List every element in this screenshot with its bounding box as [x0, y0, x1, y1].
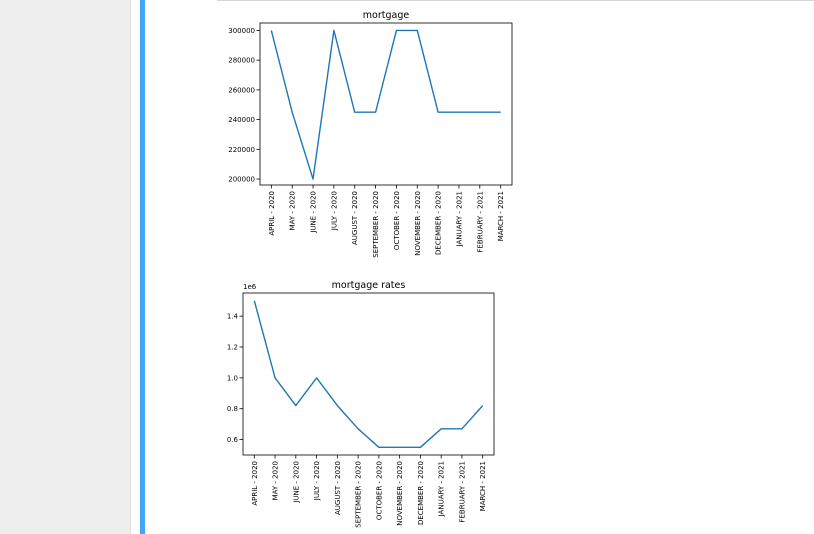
output-divider	[217, 0, 814, 1]
plot-frame	[242, 292, 495, 456]
x-tick-label: AUGUST - 2020	[334, 461, 342, 515]
selected-cell-indicator	[140, 0, 145, 534]
x-tick-label: FEBRUARY - 2021	[476, 191, 484, 253]
x-tick-label: SEPTEMBER - 2020	[372, 191, 380, 258]
x-tick-label: NOVEMBER - 2020	[414, 191, 422, 256]
x-tick-label: FEBRUARY - 2021	[458, 461, 466, 523]
y-tick-label: 240000	[228, 116, 255, 124]
y-offset-label: 1e6	[243, 283, 257, 291]
x-tick-label: JULY - 2020	[313, 461, 321, 501]
x-tick-label: DECEMBER - 2020	[435, 191, 443, 255]
chart-title: mortgage rates	[332, 280, 406, 291]
chart-title: mortgage	[363, 10, 410, 21]
x-tick-label: APRIL - 2020	[251, 461, 259, 506]
x-tick-label: NOVEMBER - 2020	[396, 461, 404, 526]
y-tick-label: 0.8	[227, 405, 238, 413]
x-tick-label: JANUARY - 2021	[438, 461, 446, 517]
series-line	[270, 29, 501, 180]
x-tick-label: JUNE - 2020	[292, 461, 300, 504]
y-tick-label: 1.2	[227, 344, 238, 352]
x-tick-label: DECEMBER - 2020	[417, 461, 425, 525]
plot-frame	[259, 22, 513, 186]
x-tick-label: MARCH - 2021	[497, 191, 505, 241]
y-tick-label: 260000	[228, 86, 255, 94]
x-tick-label: MARCH - 2021	[479, 461, 487, 511]
x-tick-label: MAY - 2020	[272, 461, 280, 500]
y-tick-label: 200000	[228, 176, 255, 184]
x-tick-label: AUGUST - 2020	[351, 191, 359, 245]
series-line	[253, 300, 484, 448]
x-tick-label: JANUARY - 2021	[455, 191, 463, 247]
x-tick-label: JUNE - 2020	[310, 191, 318, 234]
y-tick-label: 1.0	[227, 374, 238, 382]
x-tick-label: MAY - 2020	[289, 191, 297, 230]
x-tick-label: OCTOBER - 2020	[375, 461, 383, 520]
x-tick-label: SEPTEMBER - 2020	[355, 461, 363, 528]
y-tick-label: 1.4	[227, 313, 239, 321]
x-tick-label: OCTOBER - 2020	[393, 191, 401, 250]
chart-2: mortgage rates 1e6 0.6 0.8 1.0 1.2 1.4 APRIL - …	[227, 280, 495, 528]
y-tick-label: 280000	[228, 57, 255, 65]
chart-1: mortgage 200000 220000 240000 260000 280000 30…	[228, 10, 513, 258]
y-tick-label: 220000	[228, 146, 255, 154]
y-tick-label: 0.6	[227, 436, 239, 444]
y-tick-label: 300000	[228, 27, 255, 35]
x-tick-label: JULY - 2020	[330, 191, 338, 231]
x-tick-label: APRIL - 2020	[268, 191, 276, 236]
notebook-left-gutter	[0, 0, 131, 534]
